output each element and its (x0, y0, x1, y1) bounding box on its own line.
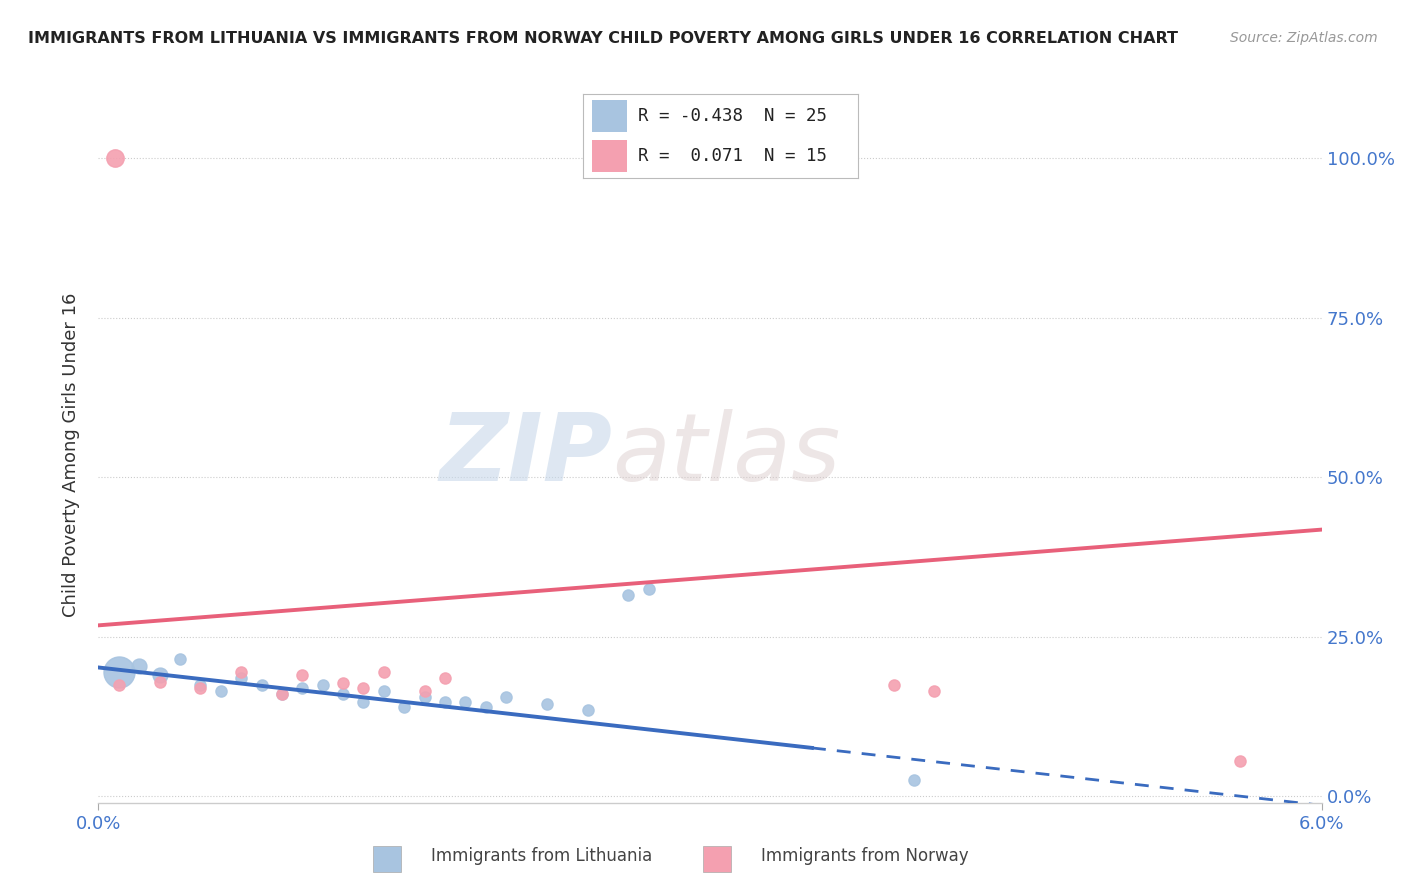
Point (311, 678, 335, 692)
Point (637, 582, 661, 596)
Bar (592, 140, 627, 172)
Text: Immigrants from Norway: Immigrants from Norway (761, 847, 969, 865)
Y-axis label: Child Poverty Among Girls Under 16: Child Poverty Among Girls Under 16 (62, 293, 80, 617)
Point (270, 687, 292, 701)
Point (332, 687, 354, 701)
Text: Source: ZipAtlas.com: Source: ZipAtlas.com (1230, 31, 1378, 45)
Point (188, 678, 212, 692)
Point (352, 695, 374, 709)
Text: ZIP: ZIP (439, 409, 612, 501)
Point (373, 684, 395, 698)
Text: R = -0.438  N = 25: R = -0.438 N = 25 (638, 107, 827, 125)
Point (231, 671, 253, 685)
Text: IMMIGRANTS FROM LITHUANIA VS IMMIGRANTS FROM NORWAY CHILD POVERTY AMONG GIRLS UN: IMMIGRANTS FROM LITHUANIA VS IMMIGRANTS … (28, 31, 1178, 46)
Bar (592, 100, 627, 132)
Point (270, 687, 292, 701)
Point (250, 678, 273, 692)
Point (454, 695, 477, 709)
Point (108, 678, 131, 692)
Point (617, 588, 640, 602)
Point (536, 697, 558, 711)
Point (495, 690, 517, 705)
Point (903, 773, 925, 788)
Point (108, 665, 131, 679)
Point (149, 668, 172, 682)
Point (883, 678, 905, 692)
Point (433, 671, 456, 685)
Point (291, 668, 314, 682)
Point (104, 151, 127, 165)
Point (413, 690, 436, 705)
Point (188, 681, 212, 695)
Point (169, 652, 191, 666)
Point (149, 674, 172, 689)
Text: R =  0.071  N = 15: R = 0.071 N = 15 (638, 147, 827, 165)
Point (128, 658, 150, 673)
Text: Immigrants from Lithuania: Immigrants from Lithuania (430, 847, 652, 865)
Point (373, 665, 395, 679)
Point (413, 684, 436, 698)
Point (922, 684, 945, 698)
Point (392, 700, 416, 714)
Text: atlas: atlas (612, 409, 841, 500)
Point (209, 684, 232, 698)
Point (332, 675, 354, 690)
Point (231, 665, 253, 679)
Point (291, 681, 314, 695)
Point (433, 695, 456, 709)
Point (474, 700, 498, 714)
Point (1229, 754, 1251, 768)
Point (576, 703, 599, 717)
Point (352, 681, 374, 695)
